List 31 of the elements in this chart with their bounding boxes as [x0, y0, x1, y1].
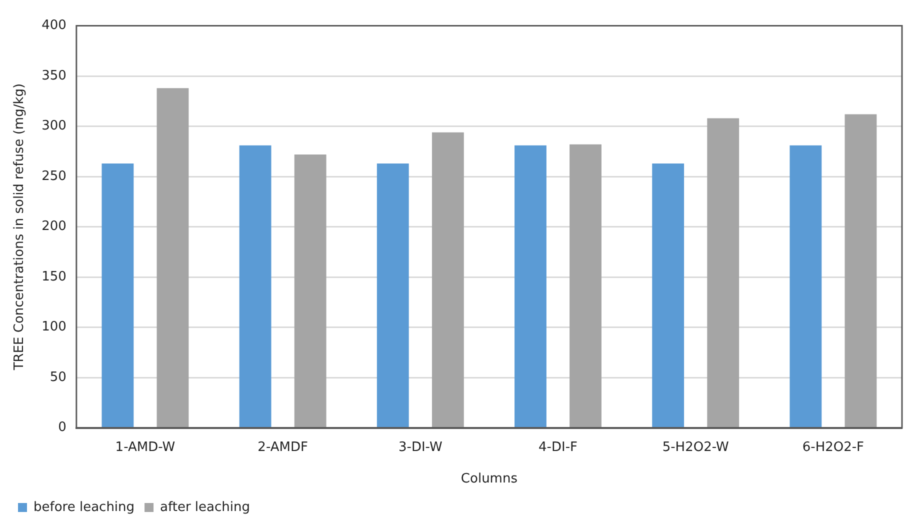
- x-tick-label: 1-AMD-W: [115, 440, 176, 455]
- y-tick-label: 200: [42, 219, 66, 234]
- bar: [156, 88, 189, 428]
- bar: [570, 144, 602, 428]
- x-tick-label: 5-H2O2-W: [662, 440, 730, 455]
- x-tick-label: 6-H2O2-F: [802, 440, 864, 455]
- bar: [844, 114, 877, 428]
- bar: [376, 163, 409, 428]
- x-tick-label: 3-DI-W: [398, 440, 442, 455]
- bar: [514, 145, 546, 428]
- bar: [432, 132, 464, 428]
- bar: [707, 118, 740, 428]
- bar: [294, 154, 326, 428]
- x-axis-title: Columns: [460, 472, 518, 487]
- y-tick-label: 300: [42, 118, 66, 134]
- y-tick-label: 400: [42, 18, 66, 34]
- bar: [102, 163, 134, 428]
- legend-label: before leaching: [34, 500, 135, 515]
- y-tick-label: 100: [42, 320, 66, 335]
- y-axis-title: TREE Concentrations in solid refuse (mg/kg): [12, 83, 28, 372]
- bar: [790, 145, 822, 428]
- y-tick-label: 350: [42, 68, 66, 84]
- legend-label: after leaching: [160, 500, 250, 515]
- x-tick-label: 2-AMDF: [258, 440, 308, 455]
- y-tick-label: 150: [42, 269, 66, 284]
- bar: [652, 163, 684, 428]
- y-tick-label: 0: [58, 420, 66, 436]
- bar: [239, 145, 272, 428]
- y-tick-label: 250: [42, 168, 66, 184]
- x-tick-label: 4-DI-F: [538, 440, 578, 455]
- y-tick-label: 50: [50, 370, 66, 385]
